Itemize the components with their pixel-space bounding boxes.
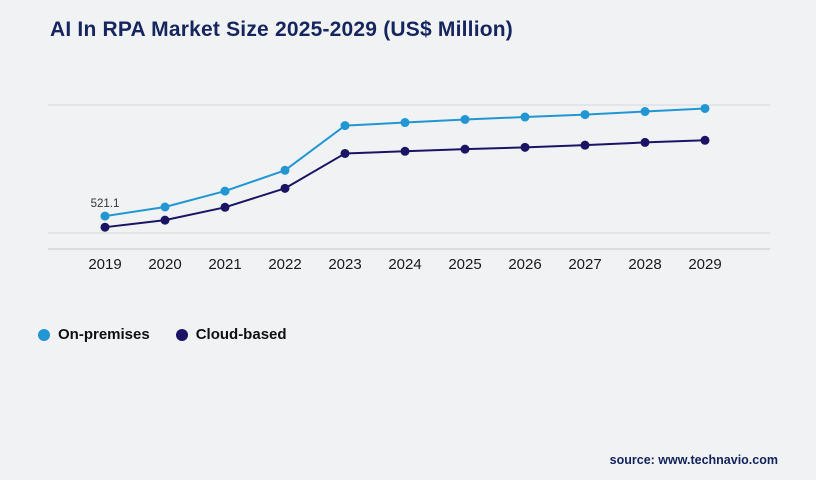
line-chart: 2019 2020 2021 2022 2023 2024 2025 2026 2027 2028… xyxy=(48,103,770,273)
data-point xyxy=(100,222,110,232)
x-tick-label: 2029 xyxy=(688,256,721,273)
x-tick-label: 2024 xyxy=(388,256,421,273)
legend-item-cloud-based: Cloud-based xyxy=(175,326,287,343)
data-point xyxy=(460,144,470,154)
source-attribution: source: www.technavio.com xyxy=(609,453,778,467)
data-point xyxy=(400,146,410,156)
data-point xyxy=(160,202,170,212)
data-point xyxy=(460,114,470,124)
data-point xyxy=(280,183,290,193)
data-point xyxy=(640,107,650,117)
legend-label: Cloud-based xyxy=(195,326,287,343)
data-point xyxy=(220,202,230,212)
x-tick-label: 2025 xyxy=(448,256,481,273)
data-point xyxy=(400,118,410,128)
data-point xyxy=(700,135,710,145)
data-point xyxy=(340,121,350,131)
x-tick-label: 2022 xyxy=(268,256,301,273)
data-point xyxy=(520,112,530,122)
data-point xyxy=(580,140,590,150)
x-tick-label: 2028 xyxy=(628,256,661,273)
data-point xyxy=(640,137,650,147)
x-tick-label: 2020 xyxy=(148,256,181,273)
data-point xyxy=(580,110,590,120)
x-tick-label: 2021 xyxy=(208,256,241,273)
x-tick-label: 2023 xyxy=(328,256,361,273)
data-point xyxy=(280,165,290,175)
data-point xyxy=(100,211,110,221)
data-point xyxy=(700,103,710,113)
chart-legend: On-premises Cloud-based xyxy=(38,326,287,343)
legend-marker-icon xyxy=(175,328,188,341)
legend-label: On-premises xyxy=(58,326,150,343)
data-point xyxy=(160,215,170,225)
data-label: 521.1 xyxy=(91,198,120,210)
legend-marker-icon xyxy=(38,328,50,341)
x-tick-label: 2027 xyxy=(568,256,601,273)
data-point xyxy=(520,142,530,152)
x-tick-label: 2019 xyxy=(88,256,121,273)
legend-item-on-premises: On-premises xyxy=(38,326,150,343)
data-point xyxy=(340,148,350,158)
data-point xyxy=(220,186,230,196)
x-tick-label: 2026 xyxy=(508,256,541,273)
chart-title: AI In RPA Market Size 2025-2029 (US$ Mil… xyxy=(50,18,513,41)
